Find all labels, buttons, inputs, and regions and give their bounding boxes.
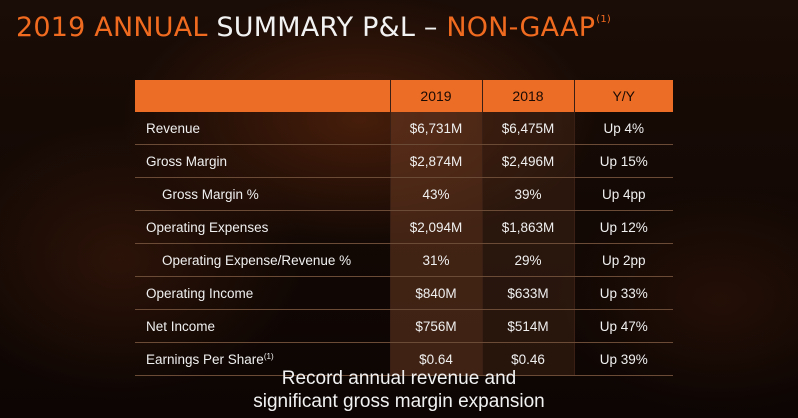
value-2018: $1,863M	[481, 210, 574, 244]
value-yoy: Up 47%	[573, 309, 673, 343]
value-2018: 29%	[481, 243, 574, 277]
table-row: Gross Margin % 43% 39% Up 4pp	[135, 177, 673, 211]
value-yoy: Up 4pp	[573, 177, 673, 211]
table-row: Gross Margin $2,874M $2,496M Up 15%	[135, 144, 673, 178]
table-header-row: 2019 2018 Y/Y	[135, 80, 673, 112]
header-2019: 2019	[389, 80, 482, 112]
row-label: Gross Margin	[135, 144, 390, 178]
value-yoy: Up 2pp	[573, 243, 673, 277]
table-row: Operating Income $840M $633M Up 33%	[135, 276, 673, 310]
row-label: Operating Expenses	[135, 210, 390, 244]
value-2019: $0.64	[389, 342, 482, 376]
value-2019: 31%	[389, 243, 482, 277]
title-year: 2019 ANNUAL	[16, 12, 208, 43]
value-2019: $2,094M	[389, 210, 482, 244]
value-yoy: Up 12%	[573, 210, 673, 244]
value-2019: $756M	[389, 309, 482, 343]
row-label: Earnings Per Share	[146, 351, 264, 367]
table-row: Operating Expense/Revenue % 31% 29% Up 2…	[135, 243, 673, 277]
value-2019: $2,874M	[389, 144, 482, 178]
table-row: Revenue $6,731M $6,475M Up 4%	[135, 112, 673, 145]
value-yoy: Up 4%	[573, 112, 673, 145]
table-row: Net Income $756M $514M Up 47%	[135, 309, 673, 343]
row-label-eps: Earnings Per Share(1)	[135, 342, 390, 376]
title-summary: SUMMARY P&L –	[207, 12, 447, 43]
row-label: Operating Income	[135, 276, 390, 310]
value-2018: $0.46	[481, 342, 574, 376]
summary-caption: Record annual revenue and significant gr…	[0, 367, 798, 413]
value-2019: 43%	[389, 177, 482, 211]
value-2018: $6,475M	[481, 112, 574, 145]
value-2018: $2,496M	[481, 144, 574, 178]
title-nongaap: NON-GAAP	[446, 12, 596, 43]
value-2019: $6,731M	[389, 112, 482, 145]
value-2018: $514M	[481, 309, 574, 343]
header-label	[135, 80, 390, 112]
value-yoy: Up 15%	[573, 144, 673, 178]
table-row: Operating Expenses $2,094M $1,863M Up 12…	[135, 210, 673, 244]
row-label: Net Income	[135, 309, 390, 343]
header-yoy: Y/Y	[573, 80, 673, 112]
value-2018: $633M	[481, 276, 574, 310]
row-label: Revenue	[135, 112, 390, 145]
eps-footnote-marker: (1)	[263, 351, 274, 361]
table-row: Earnings Per Share(1) $0.64 $0.46 Up 39%	[135, 342, 673, 376]
caption-line-1: Record annual revenue and	[281, 368, 517, 389]
pl-summary-table: 2019 2018 Y/Y Revenue $6,731M $6,475M Up…	[135, 80, 673, 376]
header-2018: 2018	[481, 80, 574, 112]
caption-line-2: significant gross margin expansion	[253, 391, 545, 412]
value-yoy: Up 33%	[573, 276, 673, 310]
value-2018: 39%	[481, 177, 574, 211]
row-label: Operating Expense/Revenue %	[135, 243, 390, 277]
row-label: Gross Margin %	[135, 177, 390, 211]
value-2019: $840M	[389, 276, 482, 310]
slide-title: 2019 ANNUAL SUMMARY P&L – NON-GAAP(1)	[16, 12, 611, 43]
title-footnote-marker: (1)	[596, 14, 611, 25]
value-yoy: Up 39%	[573, 342, 673, 376]
